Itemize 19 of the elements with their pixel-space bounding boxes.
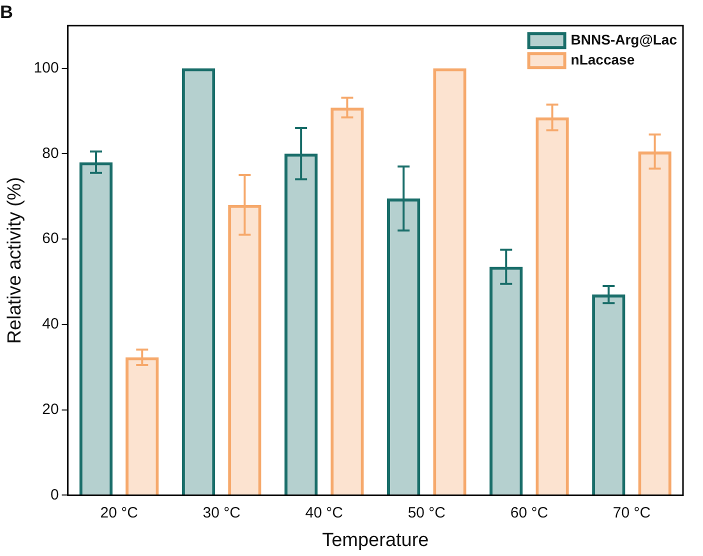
x-tick-label: 40 °C xyxy=(305,504,344,522)
legend-label: nLaccase xyxy=(570,51,635,68)
chart-title: B xyxy=(0,2,13,22)
y-tick-label: 0 xyxy=(50,486,59,504)
x-tick-label: 30 °C xyxy=(202,504,241,522)
legend-label: BNNS-Arg@Lac xyxy=(570,31,678,48)
y-tick-label: 60 xyxy=(42,230,59,248)
x-tick-label: 50 °C xyxy=(408,504,446,522)
y-axis-title: Relative activity (%) xyxy=(4,176,26,344)
x-tick-label: 60 °C xyxy=(510,504,548,522)
y-tick-label: 80 xyxy=(42,144,59,162)
y-tick-label: 100 xyxy=(34,59,59,76)
bar xyxy=(182,68,216,495)
y-tick-label: 40 xyxy=(42,316,59,333)
x-axis-title: Temperature xyxy=(322,530,429,551)
bar xyxy=(433,68,466,495)
x-tick-label: 70 °C xyxy=(612,504,651,522)
x-tick-label: 20 °C xyxy=(100,504,138,522)
y-tick-label: 20 xyxy=(42,400,59,418)
